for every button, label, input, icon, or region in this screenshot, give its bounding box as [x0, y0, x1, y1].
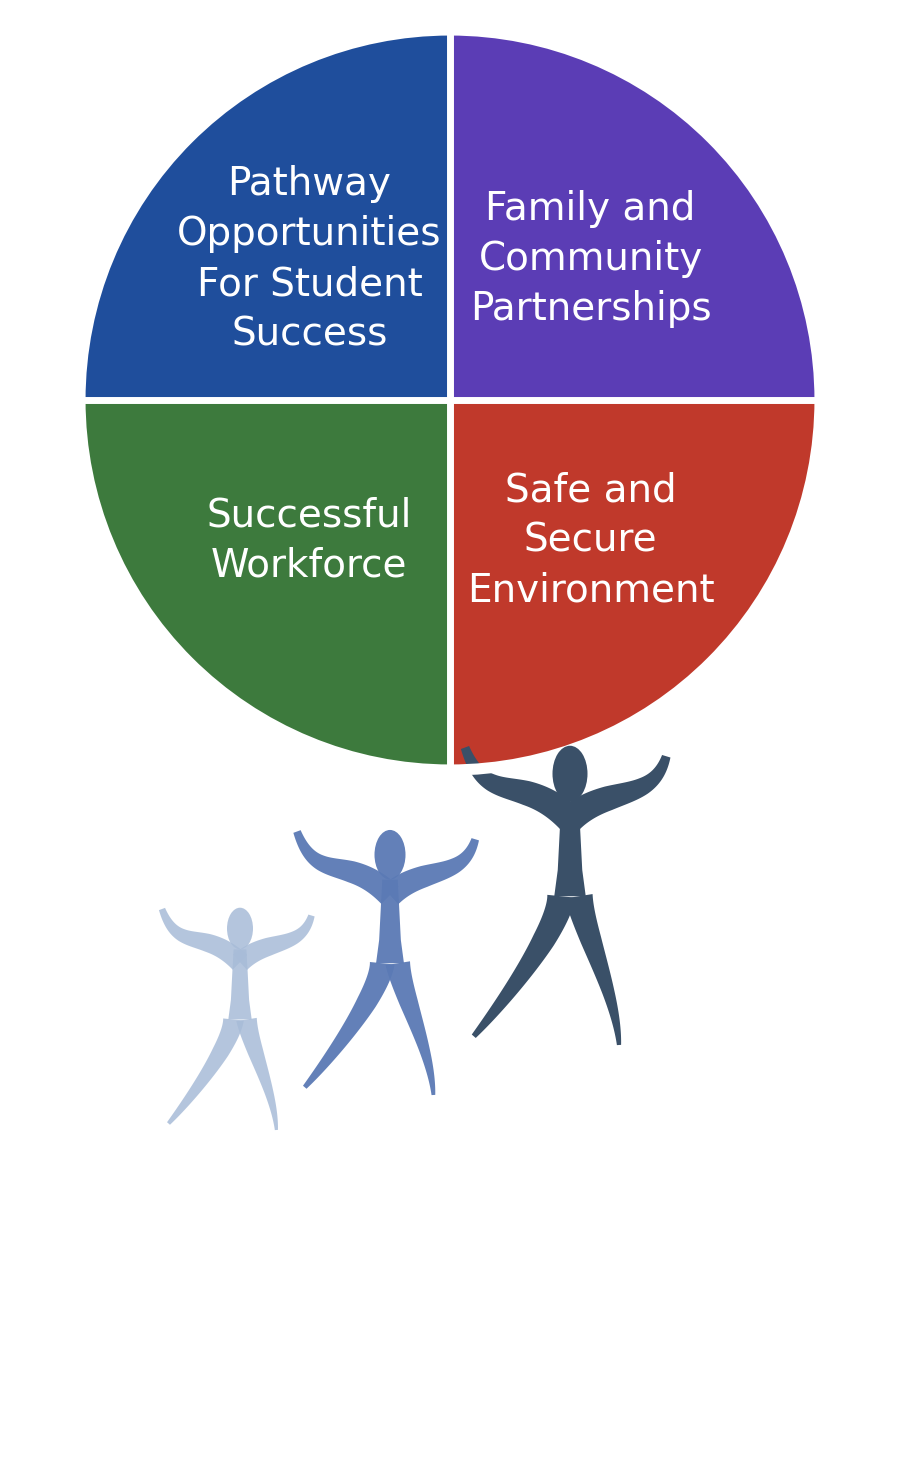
Ellipse shape	[553, 745, 588, 801]
Wedge shape	[450, 29, 820, 401]
Ellipse shape	[374, 829, 406, 879]
Polygon shape	[382, 838, 479, 904]
Polygon shape	[554, 801, 586, 896]
Text: Family and
Community
Partnerships: Family and Community Partnerships	[470, 190, 711, 328]
Wedge shape	[80, 29, 450, 401]
Polygon shape	[565, 894, 621, 1046]
Polygon shape	[376, 879, 404, 963]
Polygon shape	[236, 1018, 278, 1130]
Wedge shape	[80, 401, 450, 770]
Circle shape	[74, 24, 826, 776]
Polygon shape	[229, 949, 252, 1019]
Polygon shape	[385, 962, 436, 1094]
Polygon shape	[233, 915, 315, 971]
Polygon shape	[303, 962, 394, 1089]
Polygon shape	[461, 745, 580, 829]
Ellipse shape	[227, 907, 253, 949]
Polygon shape	[561, 756, 670, 829]
Text: Safe and
Secure
Environment: Safe and Secure Environment	[467, 471, 715, 610]
Polygon shape	[167, 1018, 244, 1125]
Text: Pathway
Opportunities
For Student
Success: Pathway Opportunities For Student Succes…	[177, 165, 442, 354]
Text: Successful
Workforce: Successful Workforce	[207, 496, 412, 585]
Polygon shape	[472, 894, 575, 1038]
Polygon shape	[159, 907, 248, 969]
Polygon shape	[293, 831, 399, 904]
Wedge shape	[450, 401, 820, 770]
